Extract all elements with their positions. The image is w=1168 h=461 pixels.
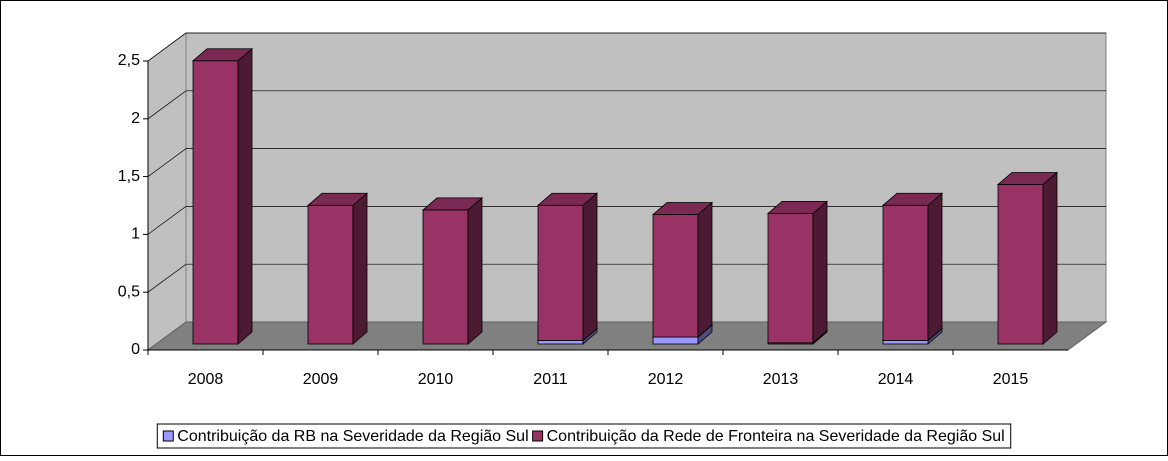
bar-front bbox=[997, 184, 1044, 345]
bar-top bbox=[996, 172, 1059, 185]
bar-top bbox=[421, 197, 484, 211]
legend-swatch bbox=[532, 430, 544, 442]
bar-front bbox=[192, 60, 239, 345]
y-tick-label: 1,5 bbox=[118, 168, 140, 185]
bar-segment bbox=[766, 200, 829, 344]
bar-side bbox=[237, 47, 253, 345]
bar-top bbox=[766, 200, 829, 214]
x-tick-label: 2010 bbox=[418, 371, 454, 388]
bar-front bbox=[422, 209, 469, 345]
bar-segment bbox=[536, 192, 599, 342]
grid-line bbox=[147, 148, 1106, 177]
bar-side bbox=[1042, 171, 1058, 345]
bar-top bbox=[536, 192, 599, 206]
bar-segment bbox=[881, 192, 944, 342]
bar-front bbox=[537, 204, 584, 341]
bar-front bbox=[882, 340, 929, 345]
bar-side bbox=[467, 197, 483, 345]
legend-label: Contribuição da Rede de Fronteira na Sev… bbox=[547, 428, 1005, 445]
bar-segment bbox=[996, 171, 1059, 345]
bar-side bbox=[352, 192, 368, 345]
side-wall bbox=[147, 32, 187, 351]
bar-segment bbox=[651, 201, 714, 338]
x-tick-label: 2015 bbox=[993, 371, 1029, 388]
y-tick-label: 2,5 bbox=[118, 52, 140, 69]
bar-top bbox=[191, 48, 254, 62]
bar-segment bbox=[421, 197, 484, 345]
bar-front bbox=[652, 336, 699, 345]
bar-side bbox=[582, 192, 598, 342]
bar-front bbox=[537, 340, 584, 345]
bar-front bbox=[882, 204, 929, 341]
grid-line bbox=[147, 90, 1106, 120]
x-tick-label: 2012 bbox=[648, 371, 684, 388]
bar-side bbox=[697, 201, 713, 338]
bar-top bbox=[881, 192, 944, 206]
x-tick-label: 2014 bbox=[878, 371, 914, 388]
grid-line bbox=[147, 32, 1106, 62]
bar-side bbox=[812, 200, 828, 344]
x-tick-label: 2008 bbox=[188, 371, 224, 388]
legend-label: Contribuição da RB na Severidade da Regi… bbox=[177, 428, 528, 445]
legend: Contribuição da RB na Severidade da Regi… bbox=[156, 423, 1012, 449]
legend-swatch bbox=[162, 430, 174, 442]
bar-segment bbox=[306, 192, 369, 345]
y-tick-label: 1 bbox=[131, 226, 140, 243]
y-tick-label: 2 bbox=[131, 110, 140, 127]
y-tick-label: 0,5 bbox=[118, 283, 140, 300]
x-tick-label: 2011 bbox=[533, 371, 568, 388]
floor bbox=[146, 321, 1108, 351]
bar-front bbox=[652, 214, 699, 338]
bar-top bbox=[306, 192, 369, 206]
bar-side bbox=[927, 192, 943, 342]
y-tick-label: 0 bbox=[131, 341, 140, 358]
bar-front bbox=[767, 212, 814, 344]
bar-top bbox=[651, 202, 714, 215]
x-tick-label: 2013 bbox=[763, 371, 799, 388]
x-tick-label: 2009 bbox=[303, 371, 339, 388]
legend-box bbox=[156, 423, 1012, 449]
bar-front bbox=[307, 204, 354, 345]
bar-segment bbox=[191, 47, 254, 345]
